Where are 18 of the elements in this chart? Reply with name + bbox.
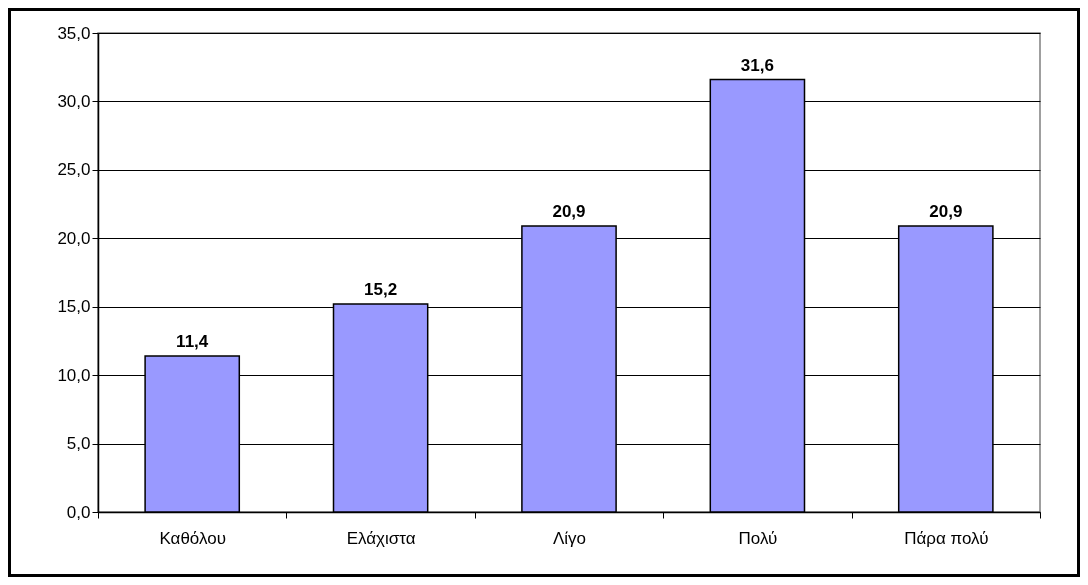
y-tick-label: 30,0 [57, 91, 91, 111]
y-tick-label: 5,0 [66, 434, 91, 454]
x-tick-label: Πάρα πολύ [904, 528, 989, 548]
data-label: 20,9 [552, 201, 586, 221]
y-tick-label: 35,0 [57, 23, 91, 43]
y-tick-label: 25,0 [57, 160, 91, 180]
data-label: 31,6 [740, 55, 774, 75]
x-tick-label: Λίγο [552, 528, 587, 548]
y-tick-label: 20,0 [57, 228, 91, 248]
x-tick-label: Πολύ [738, 528, 778, 548]
data-label: 15,2 [364, 279, 398, 299]
data-label: 20,9 [929, 201, 963, 221]
y-tick-label: 0,0 [66, 502, 91, 522]
data-label: 11,4 [176, 331, 209, 351]
y-tick-label: 15,0 [57, 297, 91, 317]
y-tick-label: 10,0 [57, 365, 91, 385]
x-tick-label: Καθόλου [159, 528, 226, 548]
x-tick-label: Ελάχιστα [346, 528, 416, 548]
